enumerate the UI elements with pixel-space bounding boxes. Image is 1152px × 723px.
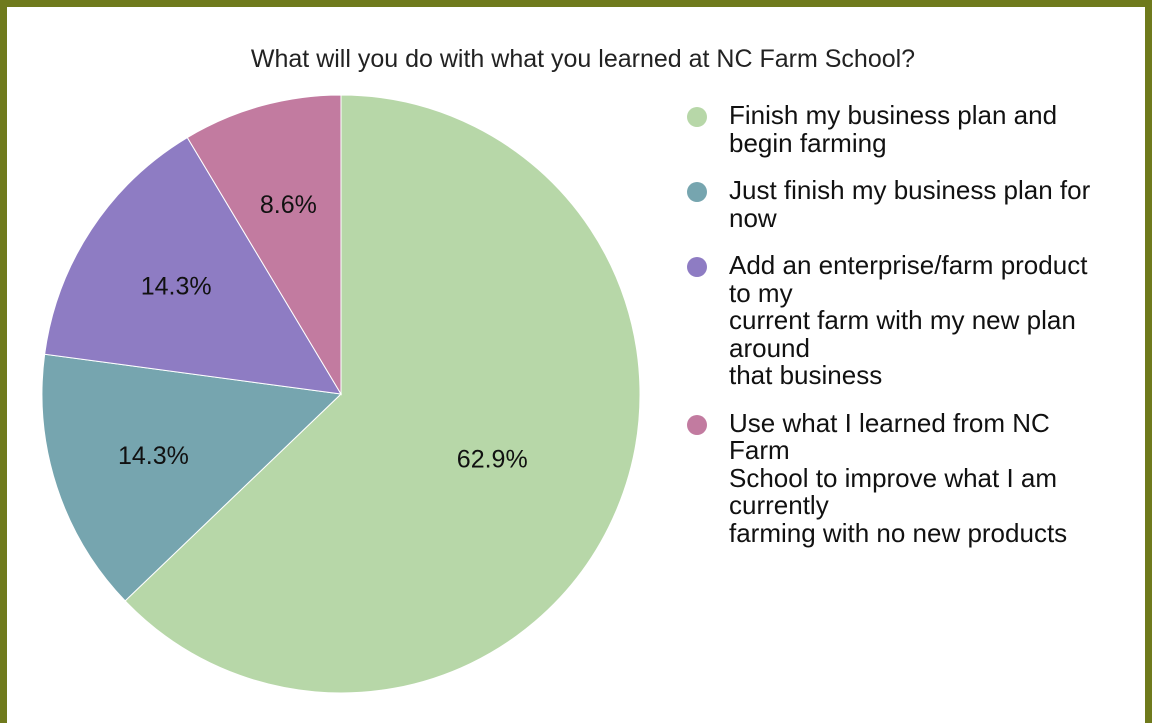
pie-slice-add-enterprise <box>44 136 342 395</box>
legend-swatch <box>687 414 707 435</box>
legend-item-just-finish-plan: Just finish my business plan for now <box>687 175 1147 233</box>
legend-swatch <box>687 257 707 277</box>
slice-value-label: 8.6% <box>260 191 317 219</box>
slice-value-label: 62.9% <box>457 446 528 474</box>
chart-title: What will you do with what you learned a… <box>250 45 916 73</box>
legend-label: Add an enterprise/farm product to my cur… <box>729 250 1088 390</box>
legend-label: Just finish my business plan for now <box>729 175 1091 233</box>
pie-slice-finish-plan-begin-farming <box>124 94 641 694</box>
legend: Finish my business plan and begin farmin… <box>687 100 1147 567</box>
legend-label: Use what I learned from NC Farm School t… <box>729 407 1068 548</box>
pie-chart: 62.9% 14.3% 14.3% 8.6% <box>41 94 641 694</box>
legend-label: Finish my business plan and begin farmin… <box>729 100 1058 158</box>
slice-value-label: 14.3% <box>118 442 189 470</box>
pie-slice-improve-current-farming <box>186 94 342 396</box>
legend-item-improve-current-farming: Use what I learned from NC Farm School t… <box>687 407 1147 548</box>
legend-swatch <box>687 107 707 127</box>
pie-slice-just-finish-plan <box>41 353 343 602</box>
legend-swatch <box>687 182 707 202</box>
legend-item-finish-plan-begin-farming: Finish my business plan and begin farmin… <box>687 100 1147 158</box>
slice-value-label: 14.3% <box>141 272 212 300</box>
legend-item-add-enterprise: Add an enterprise/farm product to my cur… <box>687 250 1147 390</box>
